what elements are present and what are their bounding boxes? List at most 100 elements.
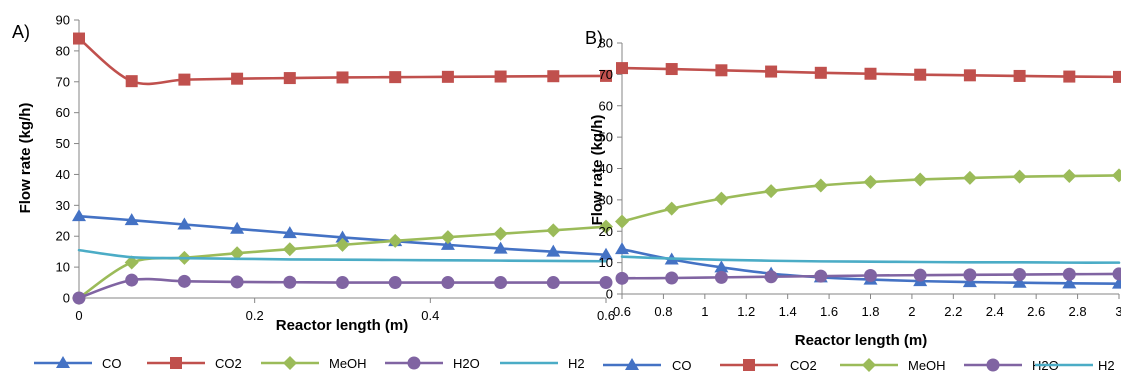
x-tick-label: 1.6 bbox=[820, 304, 838, 319]
legend-entry-co: CO bbox=[34, 356, 122, 371]
legend-label-h2: H2 bbox=[1098, 358, 1115, 373]
data-point-co2 bbox=[178, 73, 191, 86]
y-tick-label: 10 bbox=[599, 255, 613, 270]
x-tick-label: 1.2 bbox=[737, 304, 755, 319]
data-point-h2o bbox=[283, 275, 297, 289]
data-point-co bbox=[615, 242, 629, 255]
data-point-h2o bbox=[336, 276, 349, 290]
legend-label-meoh: MeOH bbox=[908, 358, 946, 373]
y-tick-label: 50 bbox=[56, 136, 70, 151]
data-point-co2 bbox=[914, 68, 927, 81]
data-point-h2o bbox=[125, 273, 139, 287]
data-point-meoh bbox=[335, 237, 350, 252]
data-point-co bbox=[1062, 276, 1077, 289]
data-point-co bbox=[1012, 275, 1027, 288]
y-axis-title: Flow rate (kg/h) bbox=[589, 115, 606, 226]
legend-label-co: CO bbox=[672, 358, 692, 373]
legend-entry-h2: H2 bbox=[1035, 358, 1115, 373]
legend-marker-co bbox=[625, 358, 639, 370]
y-tick-label: 80 bbox=[599, 36, 613, 51]
data-point-co bbox=[335, 230, 350, 243]
x-tick-label: 0.6 bbox=[597, 308, 615, 323]
series-h2 bbox=[620, 255, 1121, 264]
legend-label-meoh: MeOH bbox=[329, 356, 367, 371]
data-point-co2 bbox=[765, 65, 778, 78]
series-h2o bbox=[615, 267, 1121, 285]
y-tick-label: 20 bbox=[56, 229, 70, 244]
legend-marker-h2o bbox=[407, 356, 421, 370]
y-tick-label: 70 bbox=[56, 74, 70, 89]
data-point-meoh bbox=[1012, 169, 1027, 184]
data-point-co bbox=[72, 209, 86, 222]
x-tick-label: 0.6 bbox=[613, 304, 631, 319]
data-point-h2o bbox=[864, 268, 877, 282]
data-point-co bbox=[493, 241, 508, 254]
x-axis-title: Reactor length (m) bbox=[276, 317, 409, 334]
data-point-meoh bbox=[230, 246, 245, 261]
data-point-meoh bbox=[546, 223, 561, 238]
series-h2 bbox=[77, 248, 608, 263]
data-point-meoh bbox=[282, 242, 297, 257]
data-point-co2 bbox=[1113, 70, 1121, 83]
data-point-co2 bbox=[963, 69, 976, 82]
data-point-h2o bbox=[388, 276, 402, 290]
y-tick-label: 0 bbox=[606, 287, 613, 302]
data-point-co2 bbox=[336, 71, 349, 84]
y-tick-label: 30 bbox=[599, 192, 613, 207]
data-point-co bbox=[599, 247, 613, 260]
data-point-meoh bbox=[440, 230, 455, 245]
chart-a: A) 0 10 20 30 40 50 60 70 80 90 0 0.2 0.4 0.6 Flow rate… bbox=[12, 13, 615, 372]
data-point-co2 bbox=[389, 71, 402, 84]
data-point-h2o bbox=[599, 276, 613, 290]
x-tick-label: 1.8 bbox=[861, 304, 879, 319]
y-axis-title: Flow rate (kg/h) bbox=[17, 103, 34, 214]
legend-entry-h2: H2 bbox=[500, 356, 585, 371]
data-point-h2o bbox=[913, 268, 927, 282]
data-point-co bbox=[282, 226, 297, 239]
legend-label-co2: CO2 bbox=[215, 356, 242, 371]
x-tick-label: 2.4 bbox=[986, 304, 1004, 319]
data-point-h2o bbox=[72, 291, 86, 305]
data-point-h2o bbox=[1013, 268, 1027, 282]
data-point-co2 bbox=[125, 75, 138, 88]
data-point-meoh bbox=[1062, 169, 1077, 184]
y-tick-label: 10 bbox=[56, 260, 70, 275]
y-tick-label: 90 bbox=[56, 13, 70, 28]
data-point-co2 bbox=[814, 66, 827, 79]
data-point-co2 bbox=[441, 70, 454, 83]
legend: CO CO2 MeOH H2O H2 bbox=[34, 356, 585, 371]
data-point-meoh bbox=[124, 255, 139, 270]
panel-label: B) bbox=[585, 28, 603, 48]
series-line-h2 bbox=[77, 248, 608, 263]
data-point-meoh bbox=[615, 214, 629, 229]
x-tick-label: 0 bbox=[75, 308, 82, 323]
data-point-h2o bbox=[814, 269, 828, 283]
data-point-meoh bbox=[764, 184, 779, 199]
x-tick-label: 0.4 bbox=[421, 308, 439, 323]
legend-marker-h2o bbox=[986, 358, 1000, 372]
y-tick-label: 60 bbox=[599, 98, 613, 113]
series-co bbox=[72, 209, 613, 260]
data-point-co2 bbox=[73, 32, 85, 45]
legend-entry-meoh: MeOH bbox=[840, 358, 946, 373]
x-tick-label: 1 bbox=[701, 304, 708, 319]
data-point-co2 bbox=[1013, 69, 1026, 82]
x-tick-label: 3 bbox=[1115, 304, 1121, 319]
y-tick-label: 70 bbox=[599, 67, 613, 82]
legend-marker-meoh bbox=[283, 356, 297, 370]
series-co2 bbox=[616, 62, 1121, 83]
data-point-h2o bbox=[1112, 267, 1121, 281]
data-point-co bbox=[714, 260, 729, 273]
data-point-h2o bbox=[494, 276, 508, 290]
data-point-co2 bbox=[864, 67, 877, 80]
x-tick-label: 2.6 bbox=[1027, 304, 1045, 319]
data-point-co2 bbox=[616, 62, 628, 75]
data-point-h2o bbox=[546, 276, 560, 290]
y-tick-label: 40 bbox=[56, 167, 70, 182]
legend-marker-meoh bbox=[862, 358, 876, 372]
data-point-meoh bbox=[493, 226, 508, 241]
data-point-h2o bbox=[177, 274, 191, 288]
legend-label-h2: H2 bbox=[568, 356, 585, 371]
y-tick-label: 0 bbox=[63, 291, 70, 306]
